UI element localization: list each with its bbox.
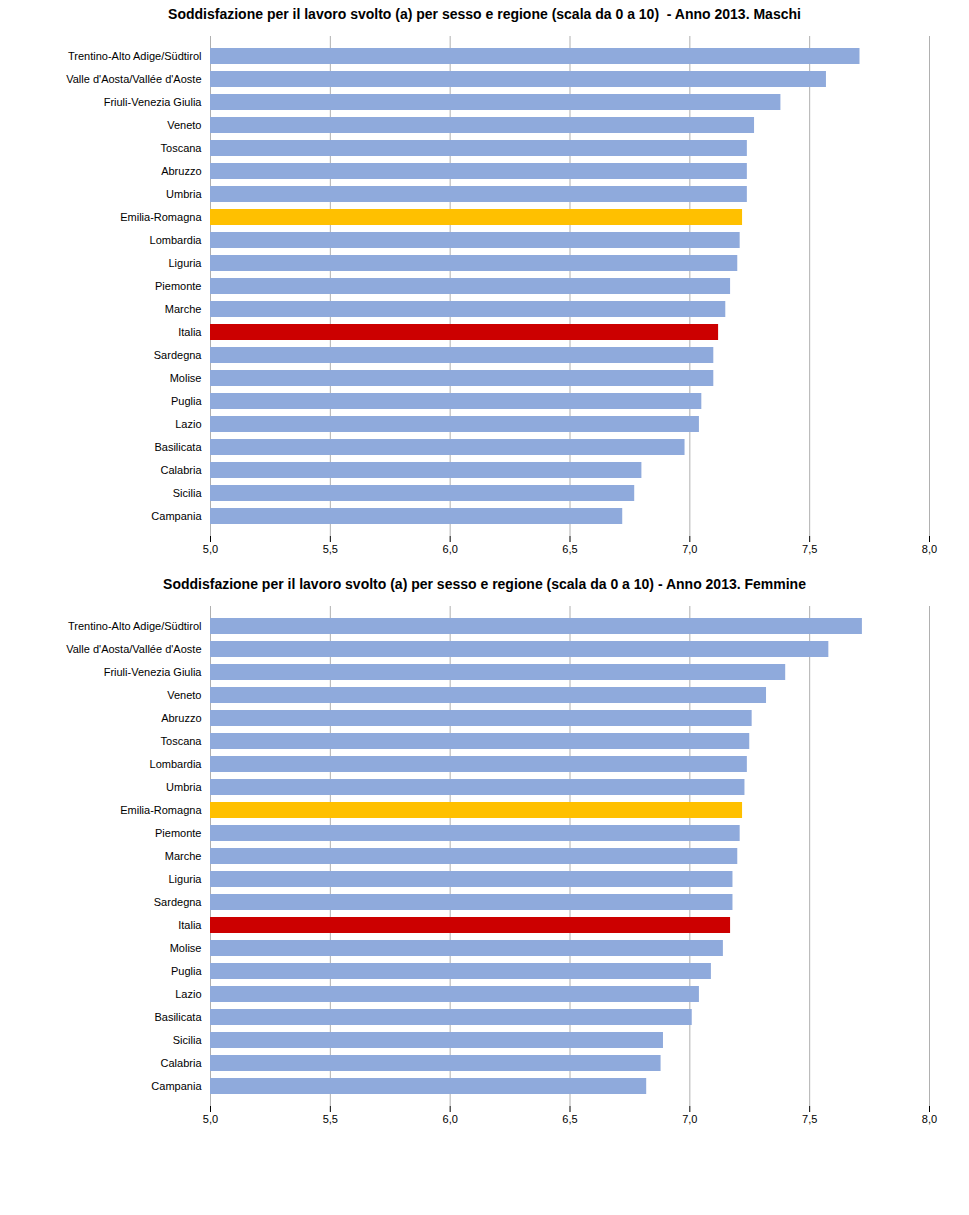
svg-text:5,0: 5,0 [203,543,218,555]
svg-text:Basilicata: Basilicata [154,441,202,453]
svg-text:Marche: Marche [165,850,202,862]
svg-text:Veneto: Veneto [167,119,201,131]
svg-text:Molise: Molise [170,372,202,384]
svg-text:Molise: Molise [170,942,202,954]
svg-text:7,0: 7,0 [682,543,697,555]
svg-text:6,0: 6,0 [443,543,458,555]
svg-text:Valle d'Aosta/Vallée d'Aoste: Valle d'Aosta/Vallée d'Aoste [66,643,201,655]
svg-text:Friuli-Venezia Giulia: Friuli-Venezia Giulia [104,96,203,108]
svg-text:8,0: 8,0 [922,543,937,555]
svg-text:Toscana: Toscana [161,735,203,747]
svg-text:Lombardia: Lombardia [150,758,203,770]
svg-text:Liguria: Liguria [168,873,202,885]
svg-text:7,0: 7,0 [682,1113,697,1125]
svg-text:Friuli-Venezia Giulia: Friuli-Venezia Giulia [104,666,203,678]
svg-text:Emilia-Romagna: Emilia-Romagna [120,211,202,223]
svg-text:5,5: 5,5 [323,543,338,555]
svg-text:Lazio: Lazio [175,988,201,1000]
svg-text:Trentino-Alto Adige/Südtirol: Trentino-Alto Adige/Südtirol [68,620,202,632]
svg-text:6,0: 6,0 [443,1113,458,1125]
html-text:Soddisfazione per il lavoro sv: Soddisfazione per il lavoro svolto (a) p… [168,6,801,22]
svg-text:7,5: 7,5 [802,543,817,555]
svg-text:Calabria: Calabria [161,464,203,476]
svg-text:Puglia: Puglia [171,965,202,977]
svg-text:Veneto: Veneto [167,689,201,701]
svg-text:5,5: 5,5 [323,1113,338,1125]
svg-text:Italia: Italia [178,326,202,338]
svg-text:7,5: 7,5 [802,1113,817,1125]
svg-text:6,5: 6,5 [562,543,577,555]
svg-text:Trentino-Alto Adige/Südtirol: Trentino-Alto Adige/Südtirol [68,50,202,62]
svg-text:Toscana: Toscana [161,142,203,154]
svg-text:Valle d'Aosta/Vallée d'Aoste: Valle d'Aosta/Vallée d'Aoste [66,73,201,85]
svg-text:8,0: 8,0 [922,1113,937,1125]
svg-text:Marche: Marche [165,303,202,315]
svg-text:Sicilia: Sicilia [173,487,203,499]
svg-text:Abruzzo: Abruzzo [161,712,201,724]
svg-text:Lazio: Lazio [175,418,201,430]
svg-text:Piemonte: Piemonte [155,827,201,839]
svg-text:Abruzzo: Abruzzo [161,165,201,177]
svg-text:Umbria: Umbria [166,781,202,793]
svg-text:Campania: Campania [151,510,202,522]
svg-text:6,5: 6,5 [562,1113,577,1125]
svg-text:Campania: Campania [151,1080,202,1092]
svg-text:Puglia: Puglia [171,395,202,407]
svg-text:Emilia-Romagna: Emilia-Romagna [120,804,202,816]
svg-text:Piemonte: Piemonte [155,280,201,292]
svg-text:Sicilia: Sicilia [173,1034,203,1046]
svg-text:Basilicata: Basilicata [154,1011,202,1023]
html-text:Soddisfazione per il lavoro sv: Soddisfazione per il lavoro svolto (a) p… [163,576,806,592]
svg-text:Umbria: Umbria [166,188,202,200]
svg-text:Lombardia: Lombardia [150,234,203,246]
svg-text:Calabria: Calabria [161,1057,203,1069]
svg-text:Sardegna: Sardegna [154,349,203,361]
svg-text:Sardegna: Sardegna [154,896,203,908]
svg-text:Liguria: Liguria [168,257,202,269]
svg-text:5,0: 5,0 [203,1113,218,1125]
svg-text:Italia: Italia [178,919,202,931]
